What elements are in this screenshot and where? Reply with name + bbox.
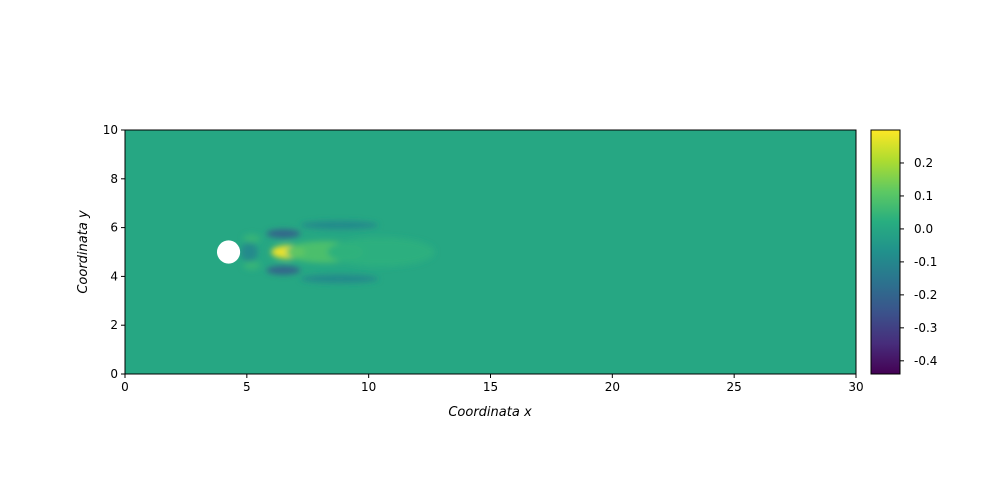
y-tick-label: 2 [110, 318, 118, 332]
x-axis: 0 5 10 15 20 25 30 [121, 374, 864, 394]
y-tick-label: 4 [110, 269, 118, 283]
field-feature-negative [300, 274, 379, 284]
y-tick-label: 6 [110, 221, 118, 235]
field-feature-positive [327, 237, 435, 267]
field-feature-negative [240, 242, 258, 262]
colorbar-tick-label: 0.2 [914, 156, 933, 170]
field-feature-negative [300, 220, 379, 230]
colorbar-gradient [870, 129, 901, 375]
plot-area [124, 129, 857, 375]
x-tick-label: 20 [605, 380, 620, 394]
cylinder-obstacle [216, 240, 241, 264]
x-tick-label: 15 [483, 380, 498, 394]
field-feature-positive [243, 261, 261, 270]
field-feature-positive [243, 234, 261, 243]
field-features [240, 220, 435, 284]
x-axis-label: Coordinata x [448, 405, 532, 420]
colorbar-tick-label: -0.2 [914, 288, 937, 302]
y-tick-label: 10 [103, 123, 118, 137]
colorbar-tick-label: -0.4 [914, 354, 937, 368]
field-feature-negative [266, 265, 301, 275]
colorbar-tick-label: -0.1 [914, 255, 937, 269]
colorbar-tick-label: 0.1 [914, 189, 933, 203]
x-tick-label: 30 [848, 380, 863, 394]
colorbar-tick-label: -0.3 [914, 321, 937, 335]
x-tick-label: 10 [361, 380, 376, 394]
colorbar: 0.2 0.1 0.0 -0.1 -0.2 -0.3 -0.4 [870, 129, 937, 375]
colorbar-tick-label: 0.0 [914, 222, 933, 236]
y-tick-label: 8 [110, 172, 118, 186]
colorbar-ticks: 0.2 0.1 0.0 -0.1 -0.2 -0.3 -0.4 [900, 156, 937, 368]
y-axis-label: Coordinata y [76, 210, 91, 294]
field-feature-negative [266, 229, 301, 239]
y-tick-label: 0 [110, 367, 118, 381]
x-tick-label: 25 [727, 380, 742, 394]
x-tick-label: 0 [121, 380, 129, 394]
x-tick-label: 5 [243, 380, 251, 394]
y-axis: 0 2 4 6 8 10 [103, 123, 125, 381]
